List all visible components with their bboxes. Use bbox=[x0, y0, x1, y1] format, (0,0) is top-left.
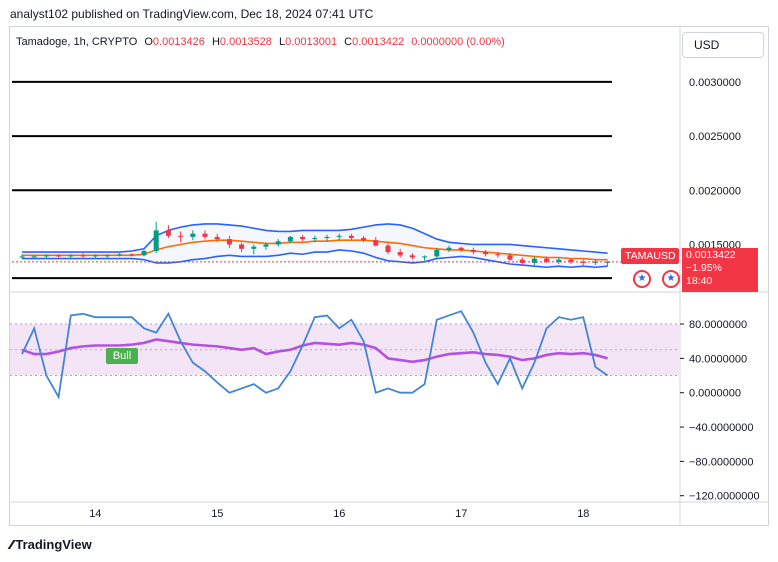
candle-body bbox=[141, 250, 147, 256]
legend-close: 0.0013422 bbox=[352, 36, 405, 48]
time-axis-tick: 15 bbox=[211, 508, 223, 520]
tradingview-logo-icon: ⁄⁄ bbox=[10, 537, 14, 552]
candle-body bbox=[80, 255, 86, 257]
oscillator-axis-tick: −120.0000000 bbox=[689, 491, 760, 503]
candle-body bbox=[483, 252, 489, 255]
candle-body bbox=[507, 255, 513, 260]
last-price-tag: 0.0013422 −1.95% 18:40 bbox=[682, 248, 758, 292]
legend-low: 0.0013001 bbox=[285, 36, 338, 48]
us-flag-icon: ★ bbox=[662, 270, 680, 288]
legend-change: 0.0000000 (0.00%) bbox=[411, 36, 505, 48]
candle-body bbox=[56, 255, 62, 257]
candle-body bbox=[239, 244, 245, 249]
publisher-line: analyst102 published on TradingView.com,… bbox=[10, 7, 374, 21]
candle-body bbox=[385, 245, 391, 253]
time-axis-tick: 16 bbox=[333, 508, 345, 520]
candle-body bbox=[153, 230, 159, 251]
tradingview-logo[interactable]: ⁄⁄ TradingView bbox=[10, 537, 92, 552]
legend-high-label: H bbox=[211, 36, 220, 48]
time-axis-tick: 14 bbox=[89, 508, 101, 520]
candle-body bbox=[324, 236, 330, 238]
candle-body bbox=[312, 237, 318, 240]
candle-body bbox=[373, 240, 379, 246]
price-axis-tick: 0.0030000 bbox=[689, 77, 741, 89]
candle-body bbox=[556, 259, 562, 262]
last-price: 0.0013422 bbox=[686, 249, 736, 261]
bar-countdown: 18:40 bbox=[686, 275, 713, 287]
candle-body bbox=[495, 254, 501, 256]
candle-body bbox=[92, 255, 98, 257]
candle-body bbox=[43, 255, 49, 257]
candle-body bbox=[434, 249, 440, 257]
currency-button[interactable]: USD bbox=[682, 32, 764, 58]
stoch-k-line bbox=[21, 310, 609, 400]
bollinger-upper-line bbox=[22, 223, 608, 254]
candle-body bbox=[605, 261, 611, 263]
candle-body bbox=[190, 233, 196, 237]
legend-high: 0.0013528 bbox=[219, 36, 272, 48]
legend-low-label: L bbox=[278, 36, 286, 48]
candle-body bbox=[19, 256, 25, 258]
candle-body bbox=[470, 249, 476, 253]
oscillator-axis-tick: 0.0000000 bbox=[689, 388, 741, 400]
oscillator-axis-tick: 40.0000000 bbox=[689, 353, 747, 365]
candle-body bbox=[251, 246, 257, 249]
candle-body bbox=[300, 236, 306, 240]
candle-body bbox=[531, 258, 537, 263]
legend: Tamadoge, 1h, CRYPTO O0.0013426 H0.00135… bbox=[16, 36, 509, 48]
us-flag-icon: ★ bbox=[633, 270, 651, 288]
legend-open-label: O bbox=[144, 36, 153, 48]
candle-body bbox=[287, 236, 293, 242]
candle-body bbox=[117, 254, 123, 256]
candle-body bbox=[178, 235, 184, 237]
price-axis-tick: 0.0020000 bbox=[689, 185, 741, 197]
oscillator-axis-tick: −40.0000000 bbox=[689, 422, 754, 434]
candle-body bbox=[580, 261, 586, 263]
candle-body bbox=[31, 256, 37, 258]
bollinger-lower-line bbox=[22, 249, 608, 269]
symbol-tag: TAMAUSD bbox=[621, 248, 679, 264]
candle-body bbox=[226, 239, 232, 245]
candle-body bbox=[275, 241, 281, 245]
candle-body bbox=[592, 261, 598, 263]
bull-label: Bull bbox=[106, 348, 138, 364]
legend-open: 0.0013426 bbox=[152, 36, 205, 48]
candle-body bbox=[202, 233, 208, 237]
candle-body bbox=[263, 244, 269, 247]
oscillator-axis-tick: −80.0000000 bbox=[689, 456, 754, 468]
candle-body bbox=[68, 255, 74, 257]
time-axis-tick: 17 bbox=[455, 508, 467, 520]
candle-body bbox=[129, 254, 135, 256]
candle-body bbox=[568, 259, 574, 262]
candle-body bbox=[446, 247, 452, 250]
price-pane bbox=[12, 80, 680, 280]
candle-body bbox=[458, 247, 464, 250]
legend-symbol: Tamadoge, 1h, CRYPTO bbox=[16, 36, 138, 48]
candle-body bbox=[409, 255, 415, 258]
candle-body bbox=[361, 237, 367, 241]
candle-body bbox=[165, 230, 171, 236]
candle-body bbox=[214, 236, 220, 240]
candle-body bbox=[544, 258, 550, 262]
candle-body bbox=[422, 256, 428, 258]
footer-brand: TradingView bbox=[15, 537, 92, 552]
candle-body bbox=[348, 235, 354, 238]
candle-body bbox=[104, 255, 110, 257]
axes: 0.00300000.00250000.00200000.001500080.0… bbox=[89, 77, 760, 520]
legend-close-label: C bbox=[344, 36, 353, 48]
candle-body bbox=[519, 259, 525, 263]
price-axis-tick: 0.0025000 bbox=[689, 131, 741, 143]
price-change-pct: −1.95% bbox=[686, 262, 722, 274]
oscillator-axis-tick: 80.0000000 bbox=[689, 319, 747, 331]
candle-body bbox=[397, 252, 403, 256]
time-axis-tick: 18 bbox=[577, 508, 589, 520]
candle-body bbox=[336, 235, 342, 237]
